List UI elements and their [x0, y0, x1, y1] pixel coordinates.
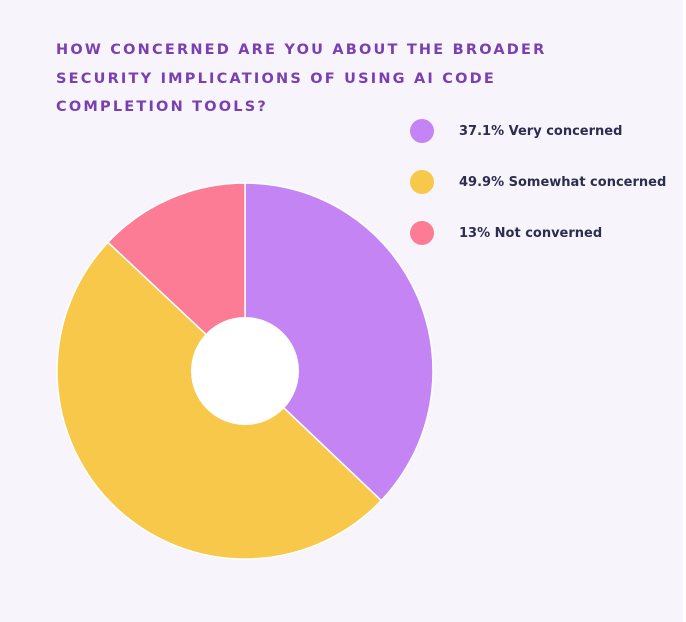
legend-label-somewhat-concerned: 49.9% Somewhat concerned [459, 174, 667, 190]
chart-title: HOW CONCERNED ARE YOU ABOUT THE BROADER … [56, 42, 547, 115]
pie-slice-very-concerned [244, 182, 434, 502]
legend-label-not-concerned: 13% Not converned [459, 225, 603, 241]
donut-hole [191, 317, 299, 425]
legend-swatch-not-concerned [410, 221, 434, 245]
pie-slice-not-concerned [107, 182, 246, 372]
chart-legend: 37.1% Very concerned 49.9% Somewhat conc… [410, 118, 670, 271]
legend-swatch-somewhat-concerned [410, 170, 434, 194]
legend-label-very-concerned: 37.1% Very concerned [459, 123, 623, 139]
page-edge [683, 0, 686, 622]
legend-item-very-concerned: 37.1% Very concerned [410, 118, 670, 144]
legend-swatch-very-concerned [410, 119, 434, 143]
legend-item-not-concerned: 13% Not converned [410, 220, 670, 246]
legend-item-somewhat-concerned: 49.9% Somewhat concerned [410, 169, 670, 195]
